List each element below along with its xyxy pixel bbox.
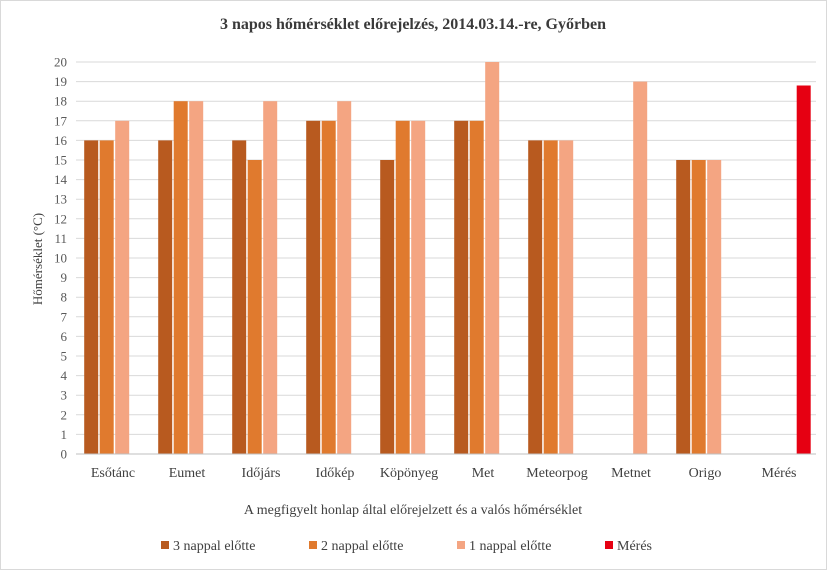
category-label: Esőtánc — [91, 466, 135, 481]
bar — [115, 120, 130, 455]
y-tick-label: 7 — [61, 309, 68, 324]
y-tick-label: 10 — [54, 251, 67, 266]
bar — [84, 140, 99, 454]
bar — [158, 140, 173, 454]
bar — [469, 120, 484, 455]
y-tick-label: 20 — [54, 55, 67, 70]
bar — [796, 85, 811, 454]
bar — [543, 140, 558, 454]
y-tick-label: 13 — [54, 192, 67, 207]
y-tick-label: 16 — [54, 133, 68, 148]
category-labels: Esőtánc Eumet Időjárs Időkép Köpönyeg Met Mete… — [91, 466, 797, 481]
y-tick-label: 9 — [61, 270, 68, 285]
legend-label: 3 nappal előtte — [173, 539, 255, 554]
bar — [232, 140, 247, 454]
bar — [321, 120, 336, 455]
bar — [380, 160, 395, 454]
bars — [84, 62, 811, 455]
y-tick-label: 15 — [54, 153, 67, 168]
bar — [189, 101, 204, 454]
bar — [337, 101, 352, 454]
y-tick-label: 2 — [61, 407, 68, 422]
y-tick-label: 5 — [61, 349, 68, 364]
y-tick-label: 11 — [54, 231, 67, 246]
y-tick-label: 18 — [54, 94, 67, 109]
legend-swatch — [309, 541, 317, 549]
category-label: Köpönyeg — [380, 466, 438, 481]
bar — [691, 160, 706, 454]
legend: 3 nappal előtte 2 nappal előtte 1 nappal e… — [161, 539, 652, 554]
y-tick-label: 14 — [54, 172, 68, 187]
bar — [411, 120, 426, 455]
category-label: Metnet — [611, 466, 651, 481]
bar — [676, 160, 691, 454]
bar — [454, 120, 469, 455]
category-label: Időkép — [316, 466, 355, 481]
bar — [173, 101, 188, 454]
y-tick-label: 8 — [61, 290, 68, 305]
category-label: Mérés — [762, 466, 797, 481]
y-axis-title: Hőmérséklet (°C) — [30, 213, 45, 305]
legend-swatch — [161, 541, 169, 549]
y-tick-label: 3 — [61, 388, 68, 403]
bar — [99, 140, 114, 454]
bar — [559, 140, 574, 454]
bar — [263, 101, 278, 454]
x-axis-title: A megfigyelt honlap által előrejelzett é… — [244, 503, 582, 518]
bar — [485, 62, 500, 454]
y-tick-label: 0 — [61, 447, 68, 462]
bar — [707, 160, 722, 454]
bar — [528, 140, 543, 454]
y-tick-label: 6 — [61, 329, 68, 344]
chart-title: 3 napos hőmérséklet előrejelzés, 2014.03… — [220, 16, 606, 33]
legend-label: Mérés — [617, 539, 652, 554]
y-tick-label: 4 — [61, 368, 68, 383]
category-label: Met — [472, 466, 495, 481]
category-label: Időjárs — [242, 466, 281, 481]
legend-label: 2 nappal előtte — [321, 539, 403, 554]
bar — [633, 81, 648, 454]
y-tick-label: 1 — [61, 427, 68, 442]
bar — [395, 120, 410, 455]
category-label: Meteorpog — [526, 466, 587, 481]
legend-label: 1 nappal előtte — [469, 539, 551, 554]
bar — [247, 160, 262, 454]
y-tick-label: 17 — [54, 113, 68, 128]
category-label: Eumet — [169, 466, 206, 481]
legend-swatch — [457, 541, 465, 549]
category-label: Origo — [689, 466, 722, 481]
y-tick-label: 12 — [54, 211, 67, 226]
legend-swatch — [605, 541, 613, 549]
y-tick-label: 19 — [54, 74, 67, 89]
bar — [306, 120, 321, 455]
